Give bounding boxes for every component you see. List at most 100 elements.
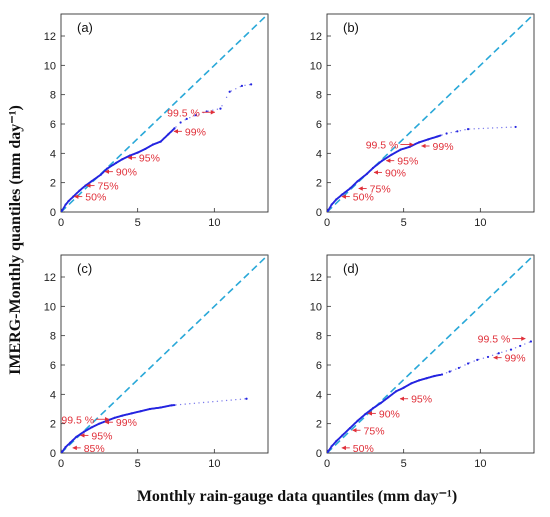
quantile-point bbox=[250, 83, 253, 86]
quantile-curve-dot bbox=[487, 127, 489, 129]
quantile-curve-dot bbox=[496, 353, 498, 355]
quantile-label: 90% bbox=[385, 167, 406, 179]
x-tick-label: 0 bbox=[324, 217, 330, 229]
quantile-curve-dot bbox=[482, 357, 485, 359]
y-tick-label: 2 bbox=[316, 178, 322, 190]
y-tick-label: 4 bbox=[50, 389, 56, 401]
one-to-one-line bbox=[61, 255, 268, 453]
quantile-curve-dot bbox=[173, 404, 176, 407]
y-tick-label: 10 bbox=[44, 60, 56, 72]
quantile-curve-dot bbox=[528, 341, 531, 343]
panel-a: 0 5 10 0 2 4 6 8 10 12 50%75% 90%95% 99% 99.5 % (a) bbox=[44, 13, 269, 229]
y-tick-label: 12 bbox=[44, 31, 56, 43]
quantile-curve-dot bbox=[207, 110, 209, 112]
quantile-curve-dot bbox=[173, 127, 176, 130]
panel-b: 0 5 10 0 2 4 6 8 10 12 50%75% 90%95% 99% 99.5 % (b) bbox=[310, 13, 535, 229]
quantile-label: 99.5 % bbox=[61, 414, 94, 426]
x-tick-label: 10 bbox=[208, 458, 220, 470]
quantile-curve-dot bbox=[468, 128, 471, 130]
quantile-label: 50% bbox=[353, 443, 374, 455]
quantile-curve-dot bbox=[455, 368, 457, 370]
quantile-curve-dot bbox=[216, 400, 219, 402]
quantile-curve-dot bbox=[193, 115, 196, 117]
quantile-curve-dot bbox=[496, 127, 498, 129]
quantile-curve-dot bbox=[505, 126, 508, 129]
quantile-curve-dot bbox=[445, 132, 448, 135]
panel-label: (c) bbox=[77, 261, 92, 276]
quantile-label: 99.5 % bbox=[366, 140, 399, 152]
x-tick-label: 5 bbox=[401, 217, 407, 229]
quantile-label: 99% bbox=[433, 141, 454, 153]
quantile-label: 99% bbox=[185, 126, 206, 138]
quantile-point bbox=[514, 125, 517, 129]
quantile-label: 50% bbox=[85, 192, 106, 204]
quantile-point bbox=[466, 362, 470, 365]
quantile-point bbox=[240, 84, 244, 87]
quantile-label: 75% bbox=[364, 425, 385, 437]
y-tick-label: 6 bbox=[50, 360, 56, 372]
quantile-label: 75% bbox=[370, 184, 391, 196]
quantile-curve-dot bbox=[175, 126, 177, 128]
quantile-label: 75% bbox=[98, 181, 119, 193]
quantile-curve-dot bbox=[459, 130, 462, 132]
quantile-curve-dot bbox=[239, 398, 242, 400]
quantile-point bbox=[529, 340, 533, 343]
quantile-curve-dot bbox=[491, 354, 494, 357]
quantile-curve-dot bbox=[439, 134, 442, 137]
quantile-curve-dot bbox=[193, 402, 196, 405]
quantile-point bbox=[457, 366, 460, 370]
quantile-point bbox=[228, 90, 231, 93]
quantile-label: 99.5 % bbox=[478, 334, 511, 346]
y-tick-label: 0 bbox=[316, 207, 322, 219]
y-tick-label: 10 bbox=[44, 301, 56, 313]
panel-label: (a) bbox=[77, 20, 93, 35]
y-tick-label: 12 bbox=[310, 31, 322, 43]
quantile-point bbox=[466, 128, 470, 131]
x-tick-label: 0 bbox=[324, 458, 330, 470]
quantile-curve-dot bbox=[207, 401, 209, 403]
quantile-curve-dot bbox=[501, 126, 503, 129]
quantile-curve-dot bbox=[510, 348, 512, 351]
quantile-curve-dot bbox=[179, 403, 182, 406]
y-tick-label: 10 bbox=[310, 60, 322, 72]
quantile-label: 90% bbox=[116, 167, 137, 179]
quantile-curve-dot bbox=[501, 351, 503, 354]
x-tick-label: 10 bbox=[474, 217, 486, 229]
quantile-label: 90% bbox=[379, 408, 400, 420]
quantile-curve-dot bbox=[519, 345, 521, 347]
quantile-label: 50% bbox=[353, 192, 374, 204]
x-axis-title: Monthly rain-gauge data quantiles (mm da… bbox=[137, 488, 457, 505]
quantile-curve-dot bbox=[225, 399, 228, 402]
quantile-curve-dot bbox=[441, 373, 443, 376]
quantile-point bbox=[185, 117, 188, 120]
y-tick-label: 8 bbox=[50, 90, 56, 102]
quantile-curve-dot bbox=[198, 113, 200, 115]
quantile-curve-dot bbox=[225, 96, 228, 99]
x-tick-label: 5 bbox=[135, 217, 141, 229]
quantile-curve-dot bbox=[198, 402, 200, 404]
y-tick-label: 4 bbox=[316, 148, 322, 160]
x-tick-label: 5 bbox=[401, 458, 407, 470]
quantile-label: 95% bbox=[91, 430, 112, 442]
y-tick-label: 12 bbox=[310, 272, 322, 284]
quantile-point bbox=[245, 397, 248, 400]
quantile-point bbox=[497, 352, 500, 355]
y-tick-label: 0 bbox=[50, 207, 56, 219]
one-to-one-line bbox=[327, 255, 534, 453]
quantile-label: 95% bbox=[411, 394, 432, 406]
quantile-curve-dot bbox=[202, 401, 205, 404]
quantile-curve-dot bbox=[482, 127, 485, 130]
quantile-curve-dot bbox=[468, 362, 471, 364]
quantile-curve-dot bbox=[184, 119, 186, 121]
quantile-curve-dot bbox=[221, 105, 223, 107]
quantile-curve-dot bbox=[478, 358, 480, 361]
quantile-curve-dot bbox=[464, 129, 466, 131]
quantile-curve-dot bbox=[441, 134, 443, 136]
panel-label: (b) bbox=[343, 20, 359, 35]
y-tick-label: 4 bbox=[50, 148, 56, 160]
quantile-curve-dot bbox=[248, 83, 251, 86]
quantile-curve-dot bbox=[450, 131, 452, 134]
quantile-curve-dot bbox=[464, 364, 466, 366]
quantile-curve-dot bbox=[184, 403, 186, 405]
